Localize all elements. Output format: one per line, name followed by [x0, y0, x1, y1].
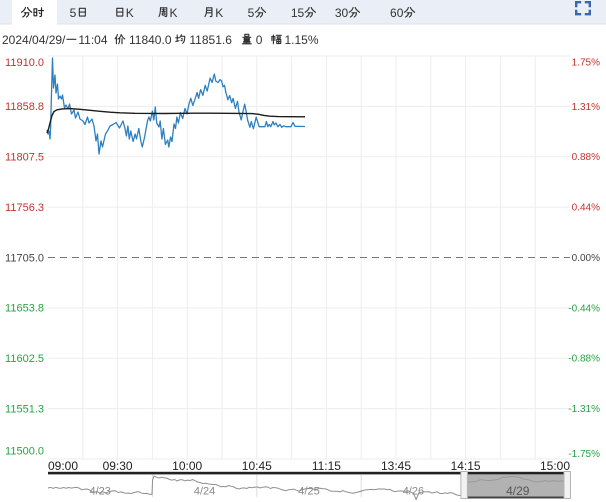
svg-text:11:15: 11:15: [312, 459, 341, 473]
svg-text:13:45: 13:45: [381, 459, 411, 473]
svg-text:2024/04/29/: 2024/04/29/: [2, 33, 66, 47]
svg-text:1.31%: 1.31%: [572, 102, 600, 113]
svg-text:-1.75%: -1.75%: [568, 449, 600, 460]
svg-text:60: 60: [390, 6, 404, 20]
svg-text:-0.44%: -0.44%: [568, 303, 600, 314]
svg-text:4/23: 4/23: [89, 486, 110, 498]
svg-text:11602.5: 11602.5: [5, 353, 44, 365]
svg-text:4/24: 4/24: [194, 486, 215, 498]
svg-text:0.00%: 0.00%: [572, 253, 600, 264]
svg-text:-1.31%: -1.31%: [568, 404, 600, 415]
svg-text:11840.0: 11840.0: [129, 33, 172, 47]
svg-text:11851.6: 11851.6: [189, 33, 232, 47]
svg-text:11500.0: 11500.0: [5, 445, 44, 457]
svg-text:15:00: 15:00: [540, 459, 570, 473]
svg-text:11705.0: 11705.0: [5, 252, 44, 264]
svg-text:5: 5: [248, 6, 255, 20]
svg-text:1.15%: 1.15%: [285, 33, 319, 47]
svg-text:11807.5: 11807.5: [5, 152, 44, 164]
svg-text:11551.3: 11551.3: [5, 403, 44, 415]
svg-text:5: 5: [70, 6, 77, 20]
svg-text:10:00: 10:00: [172, 459, 202, 473]
svg-text:11653.8: 11653.8: [5, 303, 44, 315]
svg-text:K: K: [126, 6, 134, 20]
svg-text:11910.0: 11910.0: [5, 57, 44, 69]
svg-text:4/25: 4/25: [298, 486, 319, 498]
svg-text:1.75%: 1.75%: [572, 57, 600, 68]
svg-text:0.44%: 0.44%: [572, 203, 600, 214]
svg-text:-0.88%: -0.88%: [568, 354, 600, 365]
svg-text:11858.8: 11858.8: [5, 101, 44, 113]
svg-text:11:04: 11:04: [78, 33, 107, 47]
svg-text:K: K: [215, 6, 223, 20]
svg-text:15: 15: [291, 6, 305, 20]
svg-text:4/26: 4/26: [403, 486, 424, 498]
svg-text:0.88%: 0.88%: [572, 152, 600, 163]
svg-text:09:00: 09:00: [48, 459, 78, 473]
svg-text:14:15: 14:15: [451, 459, 481, 473]
svg-text:10:45: 10:45: [242, 459, 272, 473]
svg-text:K: K: [170, 6, 178, 20]
svg-text:11756.3: 11756.3: [5, 202, 44, 214]
svg-text:30: 30: [335, 6, 349, 20]
svg-text:0: 0: [256, 33, 263, 47]
svg-text:09:30: 09:30: [103, 459, 133, 473]
svg-text:4/29: 4/29: [506, 484, 530, 498]
